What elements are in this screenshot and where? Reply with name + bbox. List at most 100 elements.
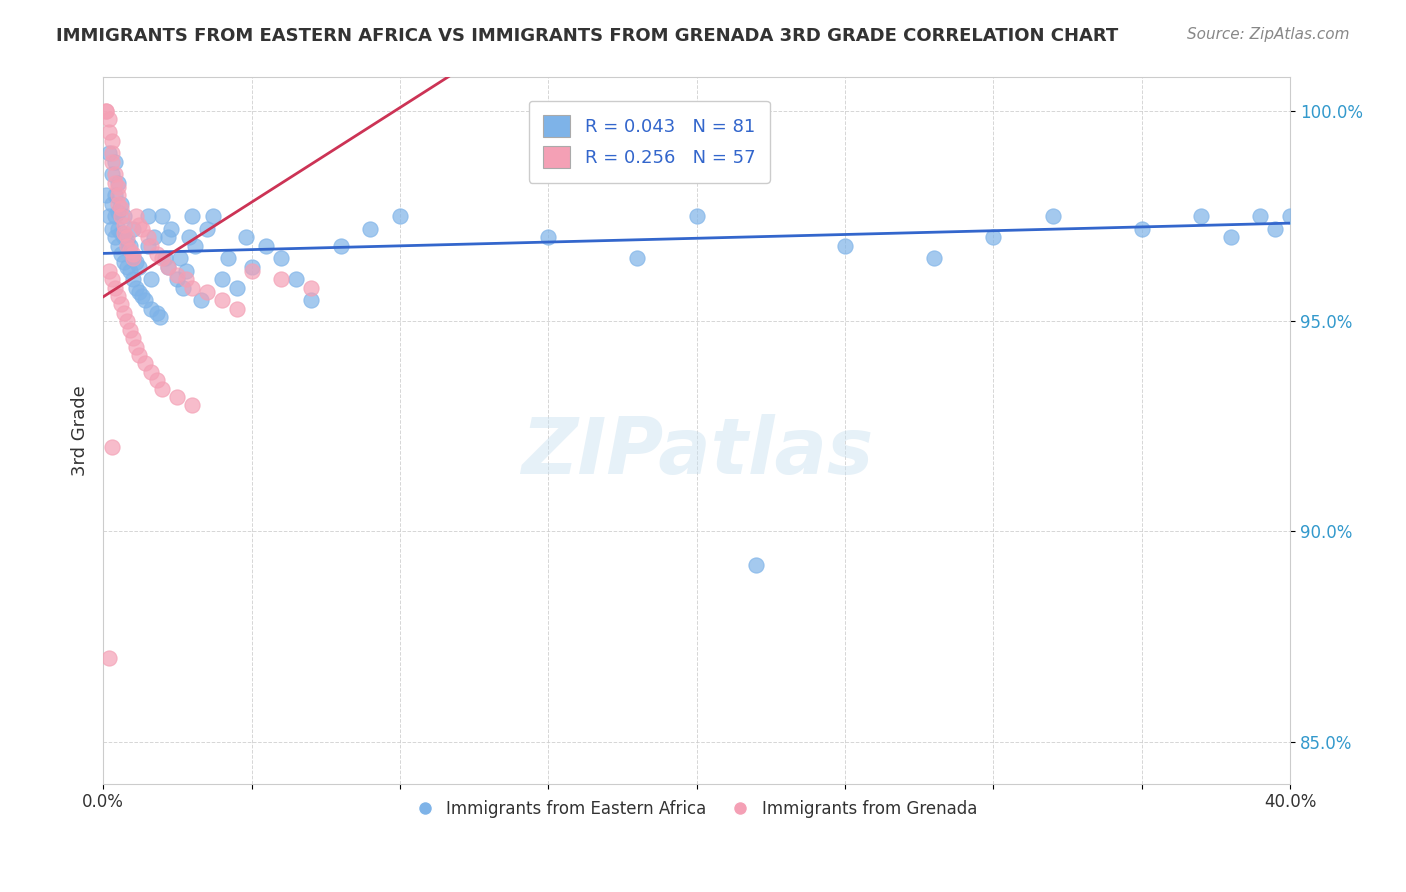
Point [98, 209, 121, 223]
Point [112, 306, 135, 320]
Point [94, 188, 117, 202]
Point [98, 264, 121, 278]
Point [107, 238, 129, 252]
Point [152, 251, 174, 265]
Point [107, 179, 129, 194]
Point [101, 146, 124, 161]
Point [118, 264, 141, 278]
Point [1219, 230, 1241, 244]
Point [157, 230, 180, 244]
Point [110, 201, 132, 215]
Point [155, 251, 177, 265]
Point [1250, 209, 1272, 223]
Point [110, 209, 132, 223]
Point [359, 221, 381, 235]
Point [148, 310, 170, 324]
Point [112, 209, 135, 223]
Text: IMMIGRANTS FROM EASTERN AFRICA VS IMMIGRANTS FROM GRENADA 3RD GRADE CORRELATION : IMMIGRANTS FROM EASTERN AFRICA VS IMMIGR… [56, 27, 1119, 45]
Point [240, 260, 263, 274]
Point [285, 272, 308, 286]
Point [101, 154, 124, 169]
Point [195, 285, 218, 299]
Point [174, 264, 197, 278]
Point [104, 230, 127, 244]
Point [834, 238, 856, 252]
Point [101, 167, 124, 181]
Point [115, 260, 138, 274]
Point [537, 230, 560, 244]
Point [184, 238, 207, 252]
Point [160, 221, 183, 235]
Point [104, 209, 127, 223]
Point [142, 230, 165, 244]
Point [388, 209, 411, 223]
Point [128, 218, 150, 232]
Point [299, 293, 322, 308]
Point [94, 104, 117, 119]
Point [112, 230, 135, 244]
Point [134, 356, 156, 370]
Point [104, 176, 127, 190]
Point [98, 650, 121, 665]
Point [1042, 209, 1064, 223]
Point [104, 167, 127, 181]
Point [166, 268, 188, 282]
Point [299, 280, 322, 294]
Point [128, 260, 150, 274]
Point [131, 289, 153, 303]
Point [115, 230, 138, 244]
Point [121, 251, 143, 265]
Point [152, 382, 174, 396]
Point [270, 272, 292, 286]
Point [329, 238, 352, 252]
Point [121, 272, 143, 286]
Point [125, 339, 148, 353]
Point [125, 209, 148, 223]
Point [134, 293, 156, 308]
Point [104, 154, 127, 169]
Point [121, 251, 143, 265]
Point [166, 272, 188, 286]
Point [115, 235, 138, 249]
Point [225, 301, 247, 316]
Point [104, 280, 127, 294]
Point [157, 260, 180, 274]
Point [115, 238, 138, 252]
Point [181, 209, 204, 223]
Point [157, 260, 180, 274]
Point [270, 251, 292, 265]
Point [235, 230, 257, 244]
Point [98, 112, 121, 127]
Point [128, 348, 150, 362]
Point [1130, 221, 1153, 235]
Point [225, 280, 247, 294]
Point [190, 293, 212, 308]
Point [121, 247, 143, 261]
Point [139, 365, 162, 379]
Point [1279, 209, 1302, 223]
Point [128, 285, 150, 299]
Legend: Immigrants from Eastern Africa, Immigrants from Grenada: Immigrants from Eastern Africa, Immigran… [409, 794, 984, 825]
Point [125, 255, 148, 269]
Point [922, 251, 945, 265]
Point [152, 209, 174, 223]
Point [139, 238, 162, 252]
Point [211, 272, 233, 286]
Text: Source: ZipAtlas.com: Source: ZipAtlas.com [1187, 27, 1350, 42]
Point [1264, 221, 1286, 235]
Point [145, 247, 167, 261]
Point [172, 280, 194, 294]
Point [101, 441, 124, 455]
Point [174, 272, 197, 286]
Point [1189, 209, 1212, 223]
Point [107, 188, 129, 202]
Point [112, 255, 135, 269]
Point [166, 390, 188, 404]
Point [169, 251, 191, 265]
Point [98, 146, 121, 161]
Point [626, 251, 648, 265]
Point [139, 301, 162, 316]
Point [118, 238, 141, 252]
Point [118, 243, 141, 257]
Point [121, 221, 143, 235]
